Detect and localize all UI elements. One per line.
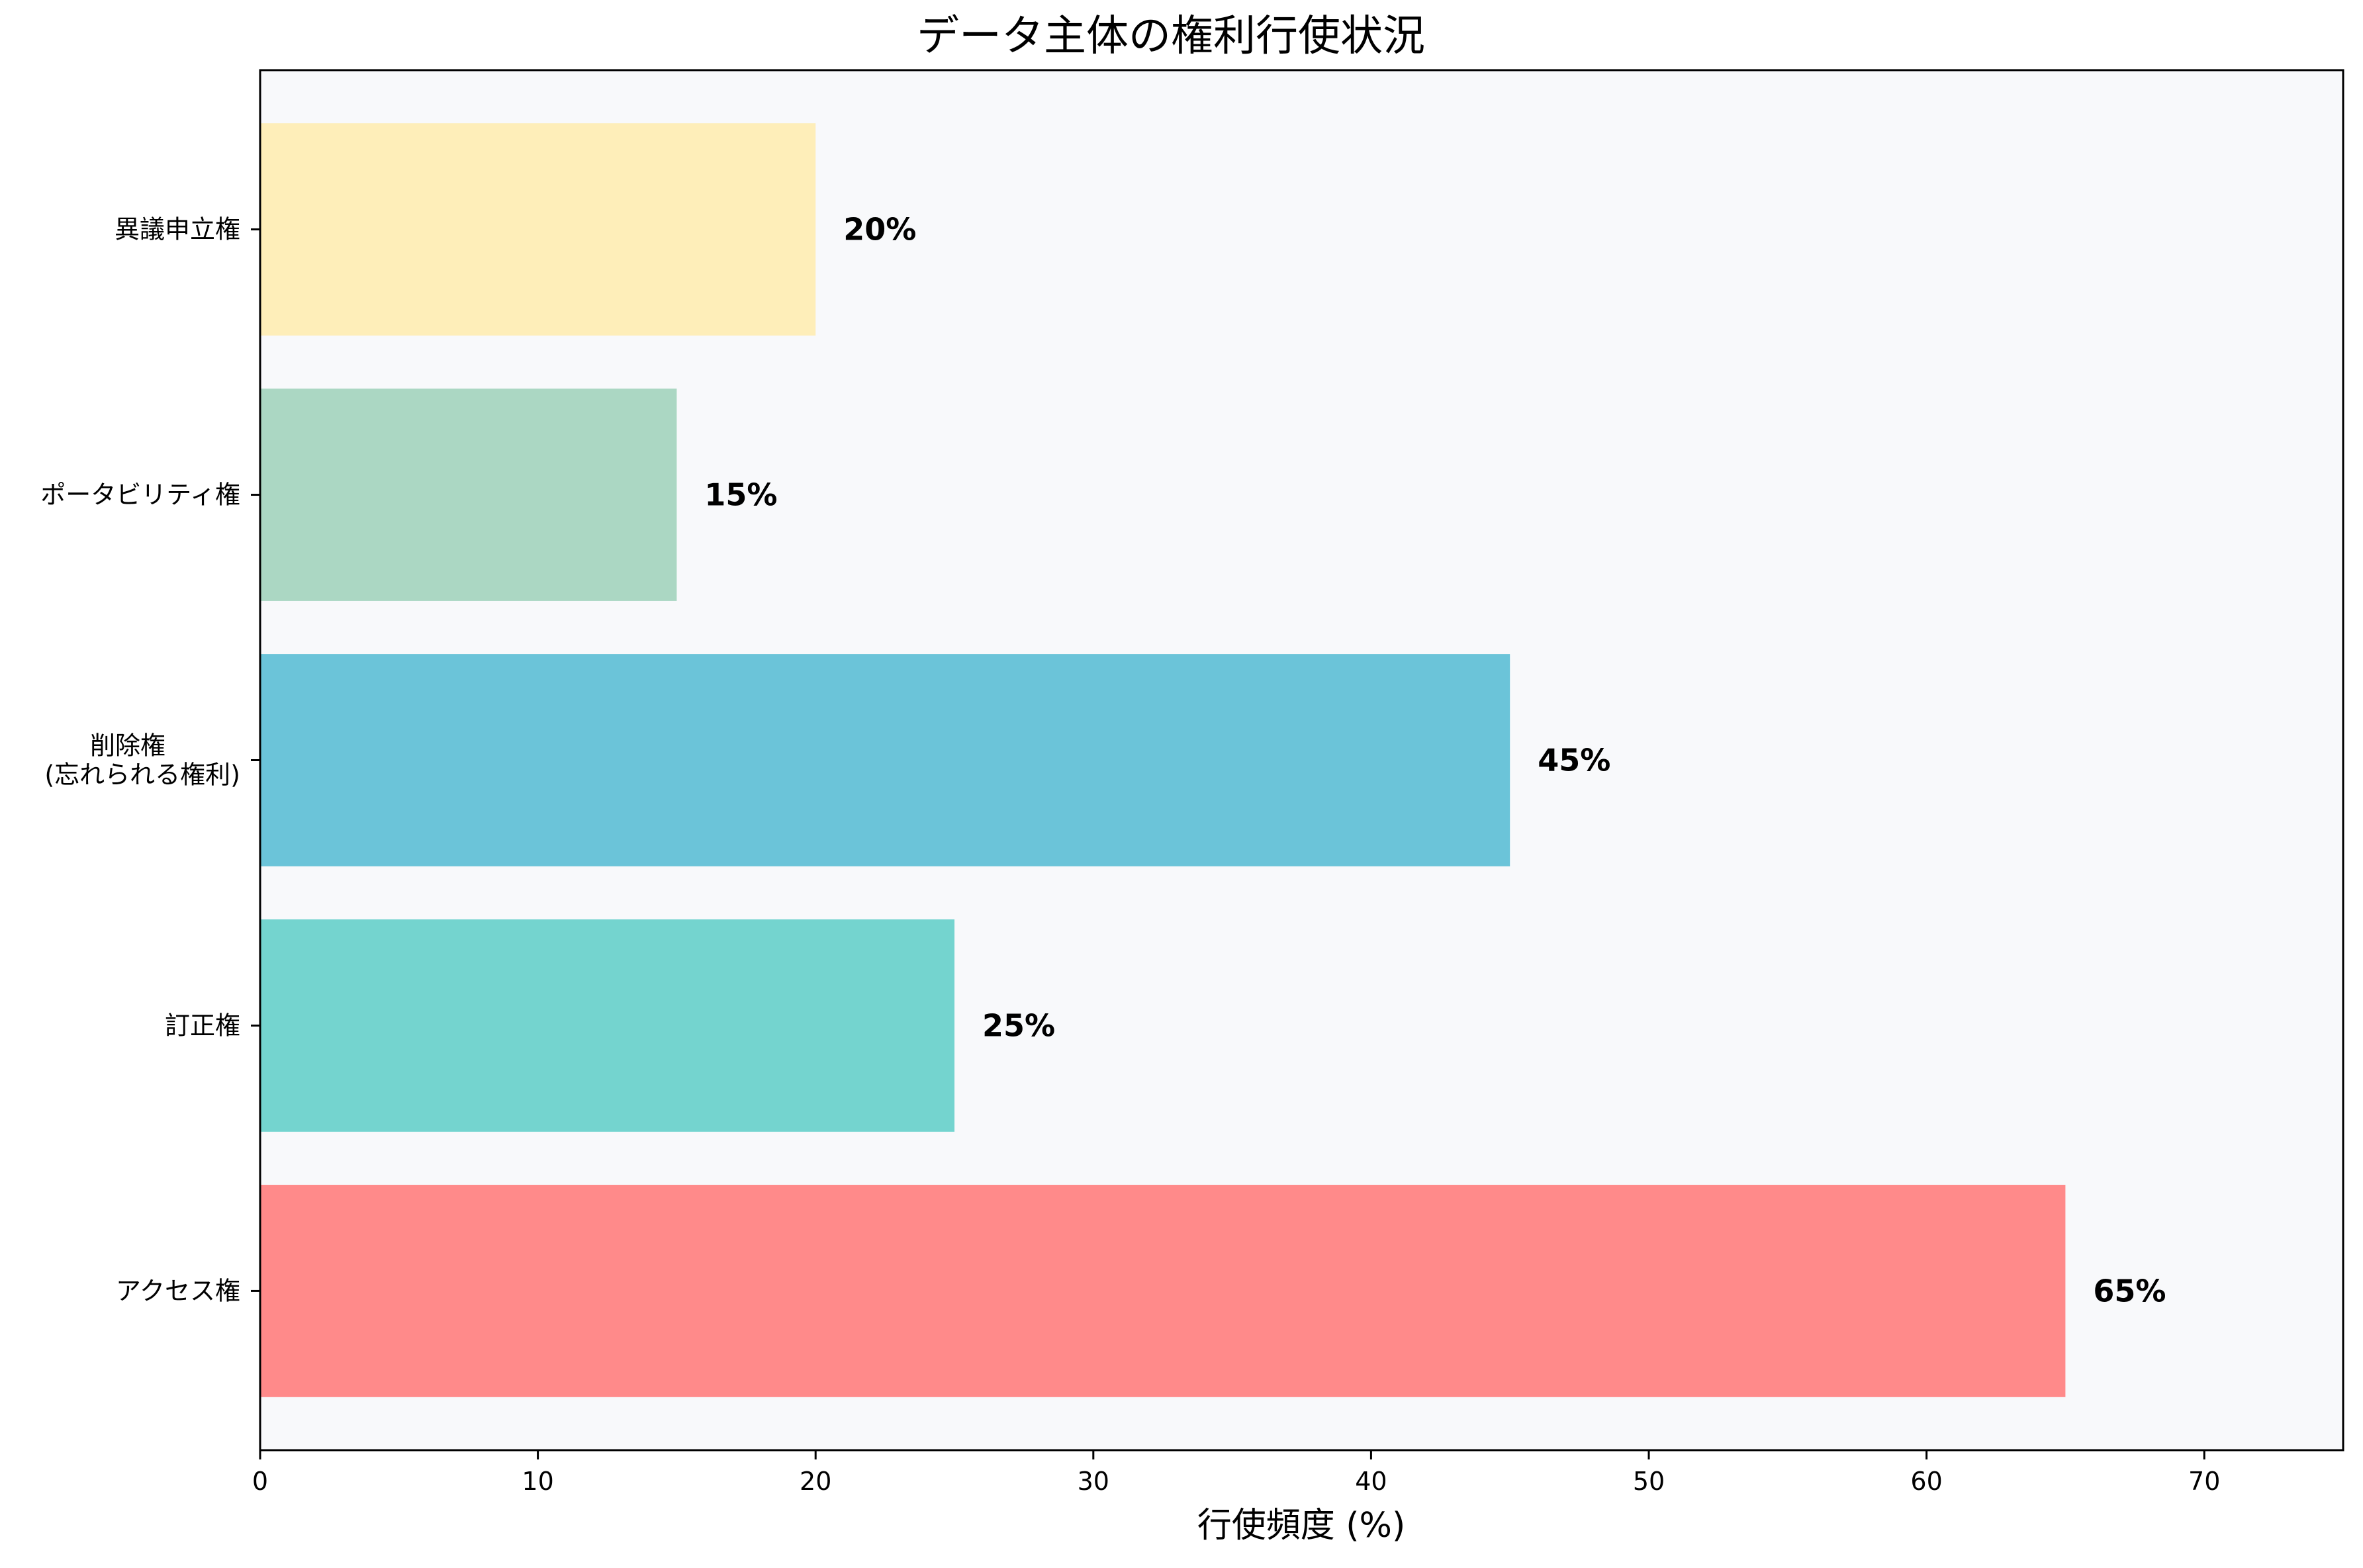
x-axis: 0 10 20 30 40 50 60 70 (252, 1450, 2220, 1496)
bar (260, 654, 1510, 866)
category-label: 削除権(忘れられる権利) (44, 731, 240, 790)
bars-layer (260, 123, 2066, 1397)
x-tick-label: 30 (1078, 1467, 1109, 1496)
data-label: 25% (982, 1007, 1055, 1043)
plot-frame (259, 69, 2344, 1452)
x-tick-label: 40 (1355, 1467, 1387, 1496)
category-label-line: 訂正権 (165, 1011, 240, 1040)
x-tick-label: 10 (522, 1467, 553, 1496)
category-label: 訂正権 (165, 1011, 240, 1040)
data-label: 65% (2093, 1273, 2166, 1309)
x-tick-label: 20 (800, 1467, 831, 1496)
bar (260, 389, 677, 601)
category-label-line: 異議申立権 (115, 215, 240, 244)
y-axis: アクセス権 訂正権 削除権(忘れられる権利) ポータビリティ権 異議申立権 (40, 215, 260, 1305)
bar (260, 919, 954, 1132)
data-labels-layer: 65% 25% 45% 15% 20% (704, 212, 2166, 1309)
chart-title: データ主体の権利行使状況 (917, 12, 1425, 61)
bar (260, 123, 816, 336)
category-label-line: (忘れられる権利) (44, 761, 240, 790)
x-tick-label: 0 (252, 1467, 268, 1496)
data-label: 45% (1538, 743, 1610, 778)
category-label-line: ポータビリティ権 (40, 481, 240, 510)
category-label: アクセス権 (116, 1276, 240, 1305)
category-label: ポータビリティ権 (40, 481, 240, 510)
x-tick-label: 70 (2188, 1467, 2220, 1496)
x-tick-label: 60 (1910, 1467, 1942, 1496)
data-label: 20% (843, 212, 916, 248)
data-label: 15% (704, 477, 777, 513)
x-axis-label: 行使頻度 (%) (1197, 1506, 1406, 1545)
x-tick-label: 50 (1633, 1467, 1665, 1496)
category-label-line: アクセス権 (116, 1276, 240, 1305)
category-label-line: 削除権 (90, 731, 165, 761)
category-label: 異議申立権 (115, 215, 240, 244)
bar (260, 1185, 2066, 1397)
